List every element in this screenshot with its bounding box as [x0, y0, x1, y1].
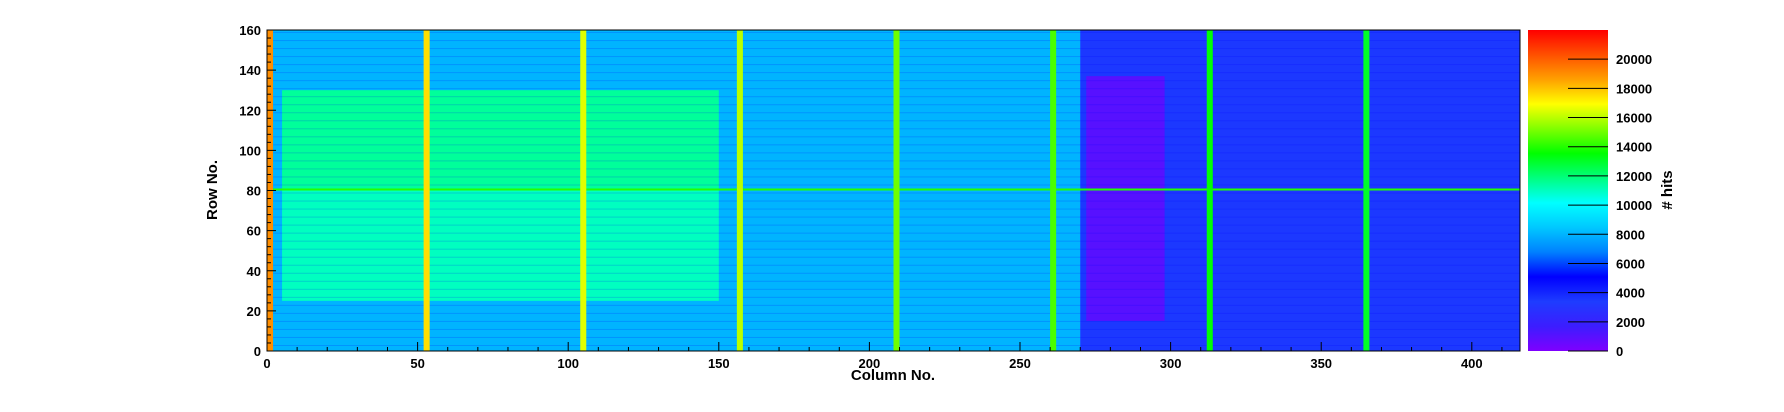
- z-tick-label: 20000: [1616, 52, 1652, 67]
- heatmap-region: [1086, 76, 1165, 321]
- x-tick-label: 300: [1160, 356, 1182, 371]
- z-tick-label: 18000: [1616, 81, 1652, 96]
- heatmap-region: [282, 90, 719, 191]
- y-tick-label: 100: [239, 143, 261, 158]
- hot-column: [736, 30, 743, 351]
- y-axis: 0 20 40 60 80 100 120 140 160: [239, 23, 276, 359]
- z-tick-label: 14000: [1616, 140, 1652, 155]
- hot-column: [423, 30, 430, 351]
- y-tick-label: 140: [239, 63, 261, 78]
- x-axis: 0 50 100 150 200 250 300 350 400: [263, 342, 1503, 371]
- color-scale-ticks: 0 2000 4000 6000 8000 10000 12000 14000 16000 180…: [1568, 52, 1652, 359]
- heatmap-region: [282, 190, 719, 301]
- hot-column: [1206, 30, 1213, 351]
- y-tick-label: 60: [247, 224, 261, 239]
- y-tick-label: 120: [239, 103, 261, 118]
- z-tick-label: 6000: [1616, 256, 1645, 271]
- x-tick-label: 150: [708, 356, 730, 371]
- y-tick-label: 80: [247, 184, 261, 199]
- hot-column: [580, 30, 587, 351]
- z-tick-label: 12000: [1616, 169, 1652, 184]
- z-tick-label: 10000: [1616, 198, 1652, 213]
- z-tick-label: 16000: [1616, 111, 1652, 126]
- y-tick-label: 0: [254, 344, 261, 359]
- x-tick-label: 350: [1310, 356, 1332, 371]
- z-tick-label: 2000: [1616, 315, 1645, 330]
- y-axis-title: Row No.: [204, 160, 221, 220]
- y-tick-label: 40: [247, 264, 261, 279]
- color-scale-title: # hits: [1659, 170, 1676, 209]
- z-tick-label: 4000: [1616, 286, 1645, 301]
- x-tick-label: 250: [1009, 356, 1031, 371]
- x-axis-title: Column No.: [851, 367, 935, 384]
- x-tick-label: 200: [859, 356, 881, 371]
- z-tick-label: 0: [1616, 344, 1623, 359]
- hot-column: [893, 30, 900, 351]
- hot-column: [1363, 30, 1370, 351]
- x-tick-label: 400: [1461, 356, 1483, 371]
- color-scale: 0 2000 4000 6000 8000 10000 12000 14000 16000 180…: [1528, 30, 1676, 359]
- y-tick-label: 20: [247, 304, 261, 319]
- x-tick-label: 50: [410, 356, 424, 371]
- y-tick-label: 160: [239, 23, 261, 38]
- plot-area: [266, 29, 1521, 352]
- x-tick-label: 0: [263, 356, 270, 371]
- z-tick-label: 8000: [1616, 227, 1645, 242]
- x-tick-label: 100: [557, 356, 579, 371]
- hot-column: [1050, 30, 1057, 351]
- color-scale-bar: [1528, 30, 1608, 351]
